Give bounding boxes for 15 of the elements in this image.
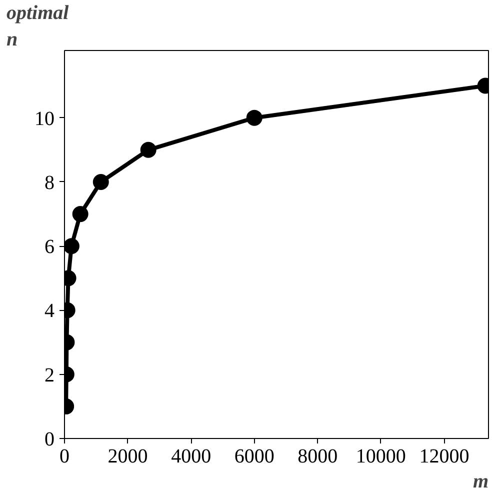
x-tick-label: 8000 (298, 446, 338, 468)
x-tick-label: 6000 (234, 446, 274, 468)
x-tick-label: 12000 (419, 446, 470, 468)
y-tick-label: 8 (44, 172, 54, 194)
x-tick-label: 0 (60, 446, 70, 468)
y-tick-label: 10 (34, 108, 54, 130)
y-tick-label: 6 (44, 236, 54, 258)
x-axis-title: m (472, 470, 489, 492)
y-tick-label: 0 (44, 428, 54, 450)
x-tick-label: 2000 (108, 446, 148, 468)
x-tick-label: 10000 (356, 446, 406, 468)
y-axis-title: optimal n (6, 2, 70, 50)
x-tick-label: 4000 (171, 446, 212, 468)
y-tick-label: 2 (44, 364, 54, 386)
y-tick-label: 4 (44, 300, 54, 322)
